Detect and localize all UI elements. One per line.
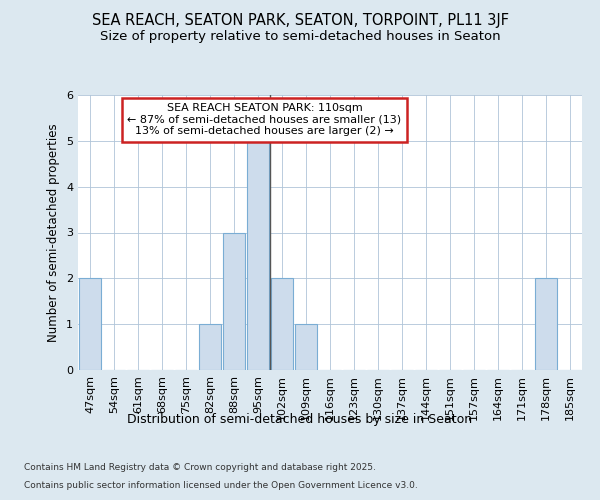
Bar	[295, 324, 317, 370]
Text: Contains HM Land Registry data © Crown copyright and database right 2025.: Contains HM Land Registry data © Crown c…	[24, 464, 376, 472]
Y-axis label: Number of semi-detached properties: Number of semi-detached properties	[47, 123, 61, 342]
Bar	[535, 278, 557, 370]
Text: SEA REACH SEATON PARK: 110sqm
← 87% of semi-detached houses are smaller (13)
13%: SEA REACH SEATON PARK: 110sqm ← 87% of s…	[127, 104, 401, 136]
Bar	[79, 278, 101, 370]
Bar	[247, 141, 269, 370]
Bar	[223, 232, 245, 370]
Text: SEA REACH, SEATON PARK, SEATON, TORPOINT, PL11 3JF: SEA REACH, SEATON PARK, SEATON, TORPOINT…	[91, 12, 509, 28]
Text: Size of property relative to semi-detached houses in Seaton: Size of property relative to semi-detach…	[100, 30, 500, 43]
Text: Contains public sector information licensed under the Open Government Licence v3: Contains public sector information licen…	[24, 481, 418, 490]
Bar	[199, 324, 221, 370]
Bar	[271, 278, 293, 370]
Text: Distribution of semi-detached houses by size in Seaton: Distribution of semi-detached houses by …	[127, 412, 473, 426]
